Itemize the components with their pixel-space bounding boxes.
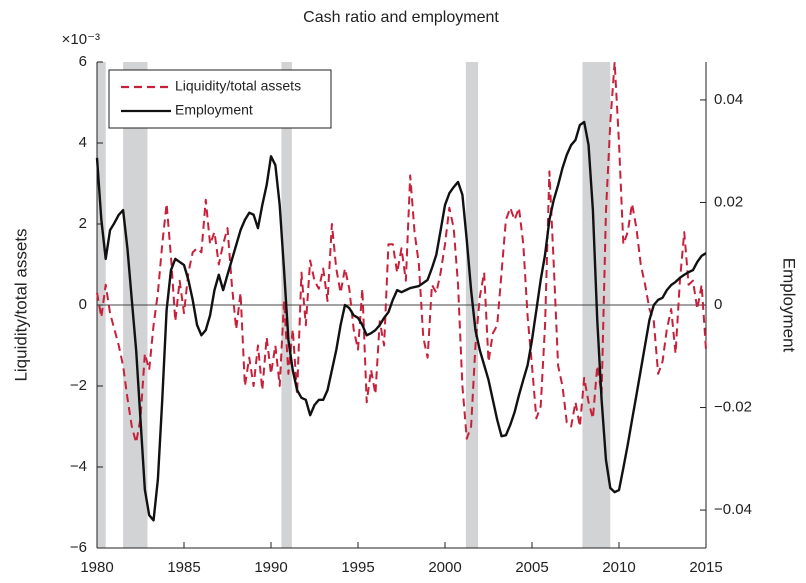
y-tick-label: 4 — [79, 134, 87, 151]
y2-tick-label: −0.04 — [714, 501, 752, 518]
legend-box — [108, 69, 332, 129]
y-tick-label: −2 — [70, 377, 87, 394]
x-tick-label: 2010 — [602, 559, 635, 576]
y-tick-label: 6 — [79, 53, 87, 70]
x-tick-label: 2005 — [515, 559, 548, 576]
legend-label: Liquidity/total assets — [175, 78, 301, 94]
series-line — [96, 61, 707, 444]
y2-tick-label: −0.02 — [714, 399, 752, 416]
x-tick-label: 1980 — [80, 559, 113, 576]
x-tick-label: 1995 — [341, 559, 374, 576]
y-tick-label: −4 — [70, 458, 87, 475]
x-tick-label: 2015 — [689, 559, 722, 576]
y-tick-label: 0 — [79, 296, 87, 313]
chart-title: Cash ratio and employment — [303, 9, 499, 26]
y2-tick-label: 0.02 — [714, 193, 743, 210]
y-tick-label: 2 — [79, 215, 87, 232]
y-multiplier: ×10⁻³ — [62, 31, 100, 48]
y-tick-label: −6 — [70, 539, 87, 556]
y-axis-title: Liquidity/total assets — [11, 228, 30, 381]
legend: Liquidity/total assets Employment — [108, 69, 332, 129]
y2-tick-label: 0 — [714, 296, 722, 313]
x-tick-label: 1985 — [167, 559, 200, 576]
series-line — [95, 120, 707, 522]
x-tick-label: 2000 — [428, 559, 461, 576]
x-tick-label: 1990 — [254, 559, 287, 576]
y2-tick-label: 0.04 — [714, 91, 743, 108]
legend-label: Employment — [175, 102, 253, 118]
y2-axis-title: Employment — [780, 258, 799, 353]
